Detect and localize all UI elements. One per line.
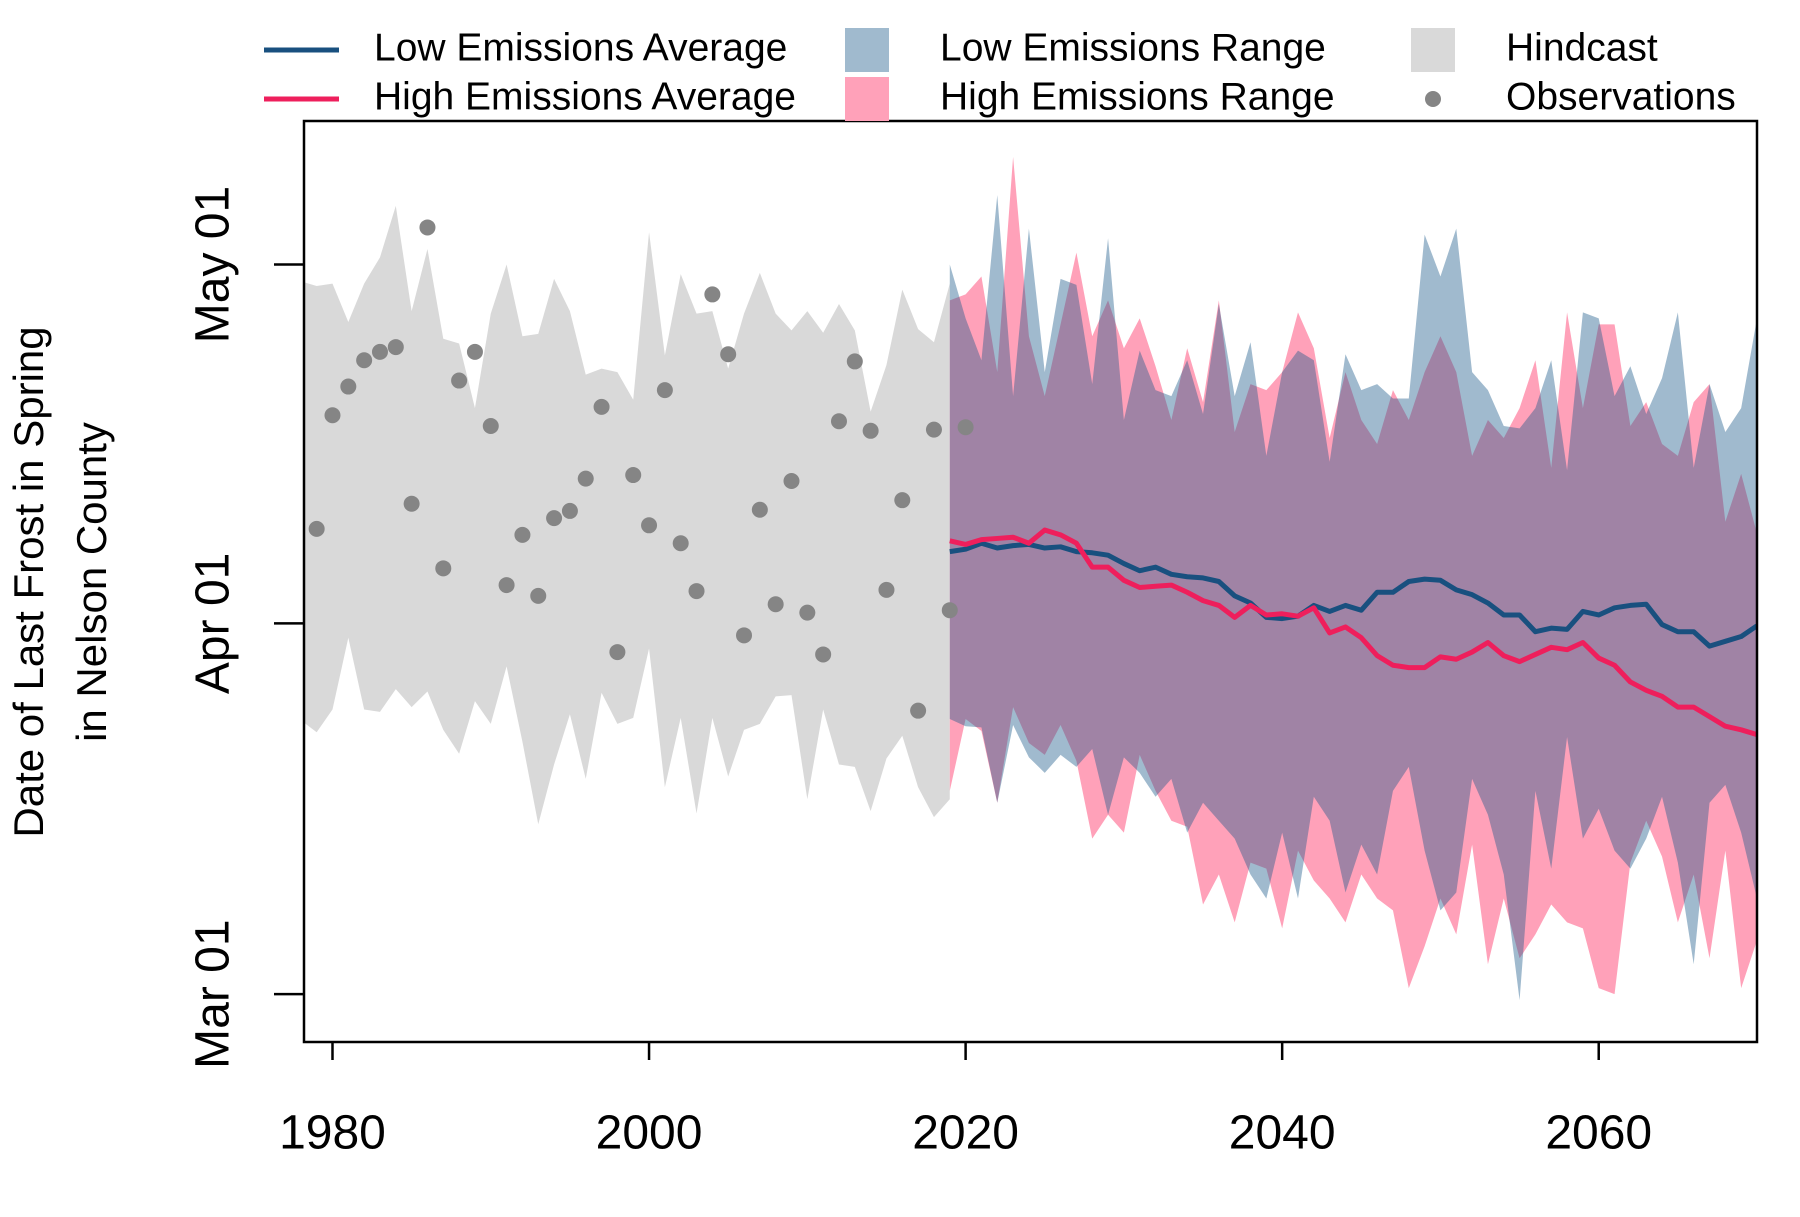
observation-point <box>799 604 816 621</box>
legend-marker <box>1425 91 1441 107</box>
legend-label: Low Emissions Average <box>374 26 787 69</box>
observation-point <box>767 596 784 613</box>
observation-point <box>641 517 658 534</box>
observation-point <box>308 520 325 537</box>
observation-point <box>546 510 563 527</box>
legend-label: High Emissions Average <box>374 75 796 118</box>
observation-point <box>324 407 341 424</box>
observation-point <box>403 495 420 512</box>
observation-point <box>910 702 927 719</box>
observation-point <box>736 627 753 644</box>
plot-frame <box>302 119 1759 1044</box>
observation-point <box>625 467 642 484</box>
observation-point <box>530 587 547 604</box>
observation-point <box>862 422 879 439</box>
x-tick-label: 2040 <box>1229 1107 1336 1160</box>
observation-point <box>387 339 404 356</box>
y-axis-label: in Nelson County <box>68 422 115 742</box>
legend-label: High Emissions Range <box>940 75 1335 118</box>
observation-point <box>941 602 958 619</box>
observation-point <box>688 583 705 600</box>
x-tick-label: 2020 <box>912 1107 1019 1160</box>
y-tick-label: Mar 01 <box>187 919 240 1068</box>
observation-point <box>878 581 895 598</box>
observation-point <box>830 413 847 430</box>
observation-point <box>593 398 610 415</box>
observation-point <box>498 577 515 594</box>
observation-point <box>957 419 974 436</box>
observation-point <box>435 560 452 577</box>
observation-point <box>577 470 594 487</box>
observation-point <box>609 644 626 661</box>
observation-point <box>894 492 911 509</box>
observation-point <box>751 501 768 518</box>
observation-point <box>371 343 388 360</box>
legend-swatch <box>845 77 889 121</box>
observation-point <box>356 352 373 369</box>
average-line <box>949 527 1757 737</box>
observation-point <box>815 646 832 663</box>
observation-point <box>704 286 721 303</box>
range-band <box>949 156 1757 995</box>
range-band <box>304 205 950 825</box>
observation-point <box>340 378 357 395</box>
observation-point <box>656 382 673 399</box>
observation-point <box>514 526 531 543</box>
observation-point <box>672 535 689 552</box>
legend-label: Hindcast <box>1506 26 1658 69</box>
legend-label: Low Emissions Range <box>940 26 1326 69</box>
legend-swatch <box>845 28 889 72</box>
observation-point <box>720 346 737 363</box>
plot-area <box>304 156 1757 1001</box>
observation-point <box>466 343 483 360</box>
y-tick-label: Apr 01 <box>187 553 240 694</box>
x-tick-label: 2000 <box>596 1107 703 1160</box>
legend-swatch <box>1411 28 1455 72</box>
observation-point <box>482 418 499 435</box>
observation-point <box>846 353 863 370</box>
range-band <box>949 195 1757 1001</box>
x-tick-label: 2060 <box>1545 1107 1652 1160</box>
observation-point <box>925 421 942 438</box>
legend-label: Observations <box>1506 75 1736 118</box>
y-axis-label: Date of Last Frost in Spring <box>5 326 52 837</box>
observation-point <box>419 219 436 236</box>
y-tick-label: May 01 <box>187 186 240 343</box>
x-tick-label: 1980 <box>279 1107 386 1160</box>
observation-point <box>451 372 468 389</box>
observation-point <box>783 473 800 490</box>
observation-point <box>561 502 578 519</box>
